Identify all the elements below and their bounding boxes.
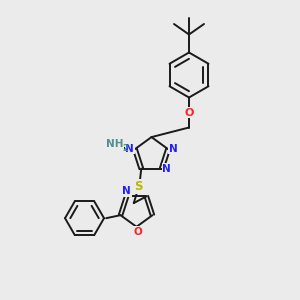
Text: N: N bbox=[163, 164, 171, 174]
Text: O: O bbox=[134, 227, 142, 237]
Text: NH: NH bbox=[106, 139, 124, 149]
Text: N: N bbox=[125, 143, 134, 154]
Text: N: N bbox=[122, 186, 131, 196]
Text: 2: 2 bbox=[122, 144, 128, 153]
Text: N: N bbox=[169, 143, 178, 154]
Text: S: S bbox=[134, 180, 142, 193]
Text: O: O bbox=[184, 107, 194, 118]
